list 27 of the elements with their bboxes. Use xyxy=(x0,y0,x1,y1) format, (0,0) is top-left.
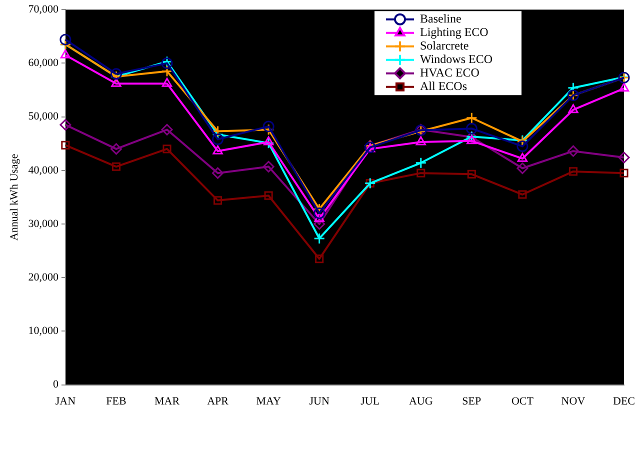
legend-label: Lighting ECO xyxy=(420,25,489,40)
x-tick-label: MAR xyxy=(154,395,180,408)
legend-label: Windows ECO xyxy=(420,52,493,66)
x-tick-label: JUN xyxy=(309,395,330,408)
x-tick-label: DEC xyxy=(613,395,635,408)
y-tick-label: 20,000 xyxy=(28,271,59,284)
y-tick-label: 0 xyxy=(52,378,59,391)
legend-label: All ECOs xyxy=(420,79,468,94)
x-tick-label: MAY xyxy=(256,395,281,408)
x-tick-label: FEB xyxy=(106,395,126,408)
x-tick-label: AUG xyxy=(408,395,433,408)
x-tick-label: NOV xyxy=(561,395,586,408)
x-tick-label: APR xyxy=(207,395,230,408)
legend-label: Solarcrete xyxy=(420,38,469,53)
y-tick-label: 10,000 xyxy=(28,325,59,338)
legend-label: Baseline xyxy=(420,12,462,26)
x-tick-label: SEP xyxy=(462,395,482,408)
x-tick-label: OCT xyxy=(511,395,534,408)
x-tick-label: JUL xyxy=(360,395,380,408)
y-tick-label: 40,000 xyxy=(28,164,59,176)
x-tick-label: JAN xyxy=(55,395,76,408)
legend-label: HVAC ECO xyxy=(420,66,480,80)
y-tick-label: 50,000 xyxy=(28,110,59,123)
y-tick-label: 30,000 xyxy=(28,218,59,230)
y-tick-label: 60,000 xyxy=(28,57,59,70)
y-tick-label: 70,000 xyxy=(28,3,59,16)
y-axis-title: Annual kWh Usage xyxy=(8,154,20,241)
